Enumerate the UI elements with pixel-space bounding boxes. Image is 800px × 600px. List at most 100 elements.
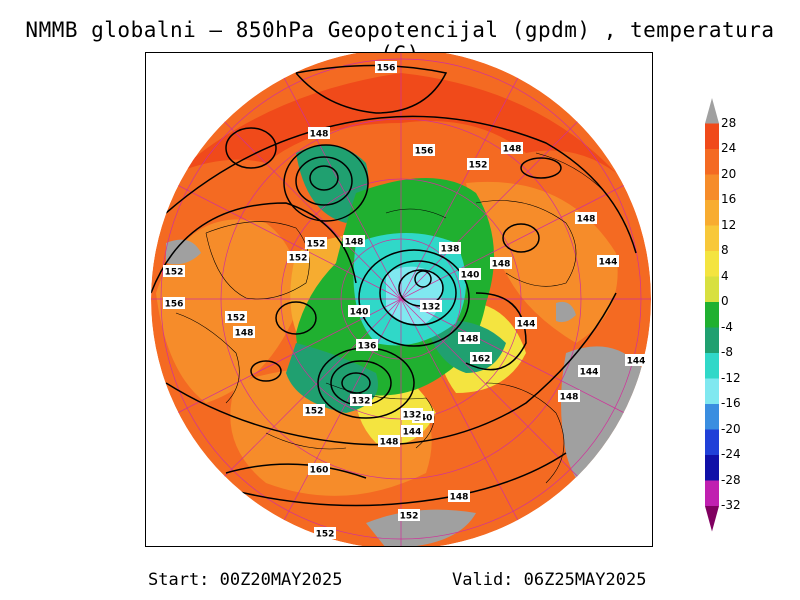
colorbar-band: [705, 353, 719, 379]
contour-label: 152: [469, 161, 488, 171]
contour-label: 138: [441, 245, 460, 255]
contour-label-bg: [225, 311, 247, 323]
contour-label-bg: [625, 354, 647, 366]
colorbar-band: [705, 123, 719, 149]
contour-label-bg: [439, 242, 461, 254]
contour-label: 148: [460, 335, 479, 345]
contour-labels: 156 148 156 152 148 148 152 148 152 138 140 148 144 1…: [163, 61, 647, 540]
contour-label: 148: [345, 238, 364, 248]
colorbar-label: 28: [721, 115, 737, 130]
colorbar-label: 0: [721, 294, 729, 308]
contour-label-bg: [597, 255, 619, 267]
contour-label: 148: [450, 493, 469, 503]
contour-label: 156: [165, 300, 184, 310]
colorbar-label: 8: [721, 243, 729, 257]
colorbar-label: 20: [721, 166, 737, 181]
contour-label: 162: [472, 355, 491, 365]
contour-label: 148: [503, 145, 522, 155]
contour-label-bg: [575, 212, 597, 224]
contour-label: 140: [350, 308, 369, 318]
colorbar-band: [705, 200, 719, 226]
colorbar-band: [705, 251, 719, 277]
colorbar-label: -12: [721, 370, 741, 385]
colorbar-band: [705, 480, 719, 506]
colorbar-band: [705, 455, 719, 481]
contour-label: 144: [627, 357, 646, 367]
contour-label: 148: [310, 130, 329, 140]
colorbar-label: -16: [721, 396, 741, 410]
contour-label: 148: [560, 393, 579, 403]
colorbar-label: -24: [721, 447, 741, 461]
contour-label: 144: [403, 428, 422, 438]
contour-label-bg: [314, 527, 336, 539]
contour-label: 148: [380, 438, 399, 448]
contour-label-bg: [350, 394, 372, 406]
colorbar-band: [705, 404, 719, 430]
geopotential-contours: [151, 64, 637, 507]
colorbar-band: [705, 225, 719, 251]
contour-label-bg: [303, 404, 325, 416]
colorbar-label: -20: [721, 421, 741, 436]
contour-label-bg: [448, 490, 470, 502]
contour-label-bg: [378, 435, 400, 447]
contour-label: 152: [307, 240, 326, 250]
contour-label-bg: [401, 408, 423, 420]
contour-label-bg: [348, 305, 370, 317]
contour-label-bg: [398, 509, 420, 521]
contour-label-bg: [467, 158, 489, 170]
colorbar-label: -4: [721, 319, 733, 334]
colorbar-band: [705, 429, 719, 455]
contour-label-bg: [356, 339, 378, 351]
colorbar-label: 24: [721, 141, 737, 155]
contour-label-bg: [490, 257, 512, 269]
colorbar-band: [705, 302, 719, 328]
colorbar-band: [705, 506, 719, 532]
colorbar-label: 4: [721, 268, 729, 283]
valid-time: Valid: 06Z25MAY2025: [452, 570, 647, 590]
colorbar-scale: [705, 98, 719, 532]
contour-label-bg: [578, 365, 600, 377]
contour-label-bg: [343, 235, 365, 247]
contour-label-bg: [413, 144, 435, 156]
contour-label-bg: [233, 326, 255, 338]
contour-label: 160: [310, 466, 329, 476]
contour-label: 152: [227, 314, 246, 324]
contour-label-bg: [558, 390, 580, 402]
contour-label-bg: [308, 463, 330, 475]
contour-label: 140: [461, 271, 480, 281]
contour-label: 152: [400, 512, 419, 522]
colorbar-band: [705, 149, 719, 175]
contour-label: 152: [165, 268, 184, 278]
colorbar-band: [705, 276, 719, 302]
polar-map: 156 148 156 152 148 148 152 148 152 138 140 148 144 1…: [151, 53, 651, 546]
colorbar-band: [705, 98, 719, 124]
colorbar-label: -8: [721, 345, 733, 359]
colorbar: 28 24 20 16 12 8 4 0 -4 -8 -12 -16 -20 -24 -28 -32: [703, 98, 773, 538]
contour-label: 148: [492, 260, 511, 270]
contour-label-bg: [458, 332, 480, 344]
colorbar-label: 12: [721, 217, 737, 232]
contour-label: 152: [289, 254, 308, 264]
coastlines: [175, 152, 607, 484]
contour-label: 148: [235, 329, 254, 339]
colorbar-label: -28: [721, 472, 741, 487]
start-time: Start: 00Z20MAY2025: [148, 570, 343, 590]
contour-label: 144: [517, 320, 536, 330]
contour-label: 148: [577, 215, 596, 225]
colorbar-band: [705, 327, 719, 353]
contour-label: 132: [403, 411, 422, 421]
contour-label-bg: [287, 251, 309, 263]
contour-label-bg: [515, 317, 537, 329]
contour-label-bg: [308, 127, 330, 139]
contour-label-bg: [375, 61, 397, 73]
colorbar-band: [705, 174, 719, 200]
contour-label: 152: [316, 530, 335, 540]
contour-label-bg: [305, 237, 327, 249]
contour-label: 144: [580, 368, 599, 378]
contour-label-bg: [163, 297, 185, 309]
contour-label: 132: [352, 397, 371, 407]
contour-label: 132: [422, 303, 441, 313]
contour-label-bg: [501, 142, 523, 154]
contour-label-bg: [163, 265, 185, 277]
colorbar-label: 16: [721, 192, 737, 206]
